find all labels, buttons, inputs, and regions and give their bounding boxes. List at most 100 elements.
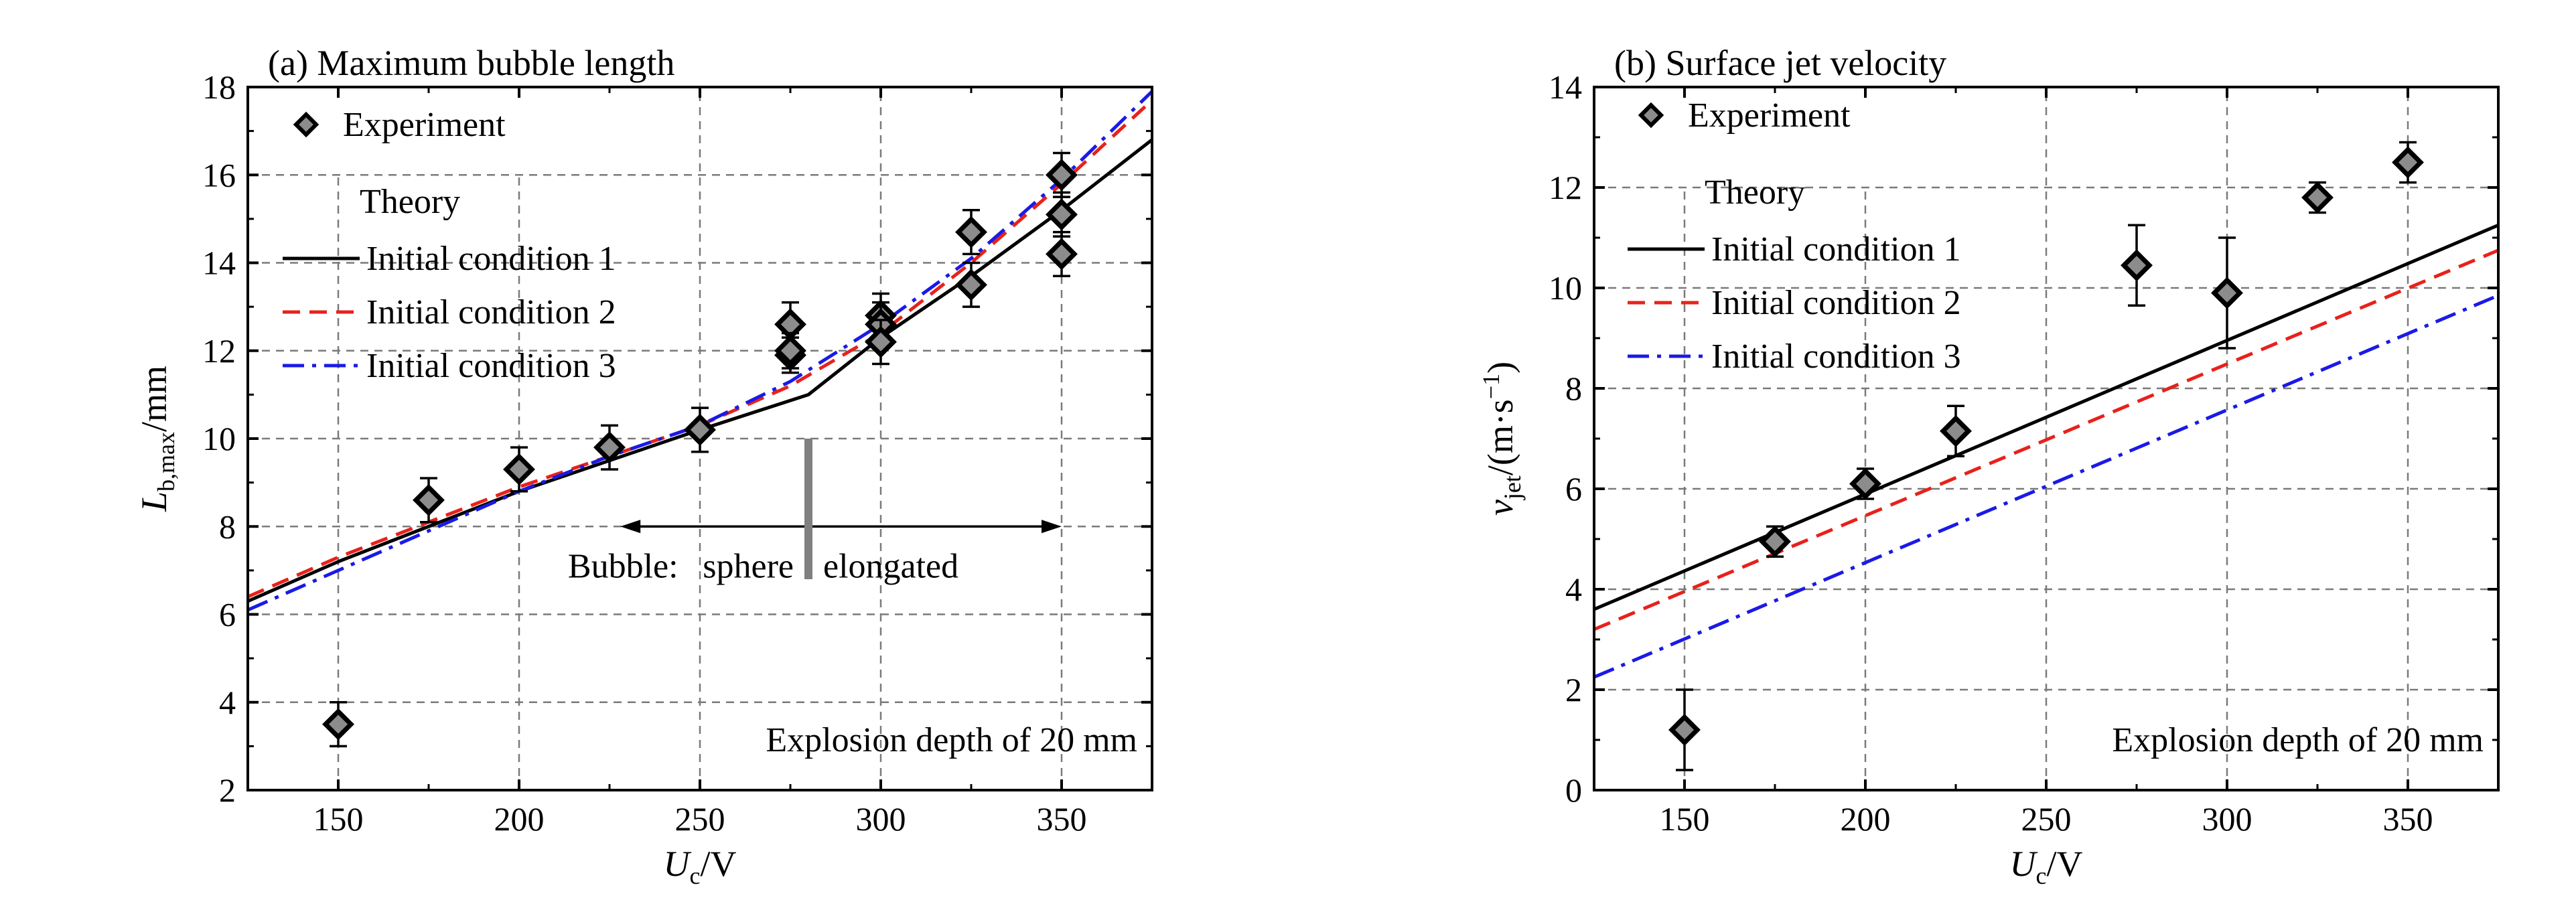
bubble-label-prefix: Bubble: xyxy=(568,547,678,585)
legend-entry-condition-1: Initial condition 1 xyxy=(366,240,616,278)
data-point xyxy=(684,406,716,453)
data-point xyxy=(955,261,987,308)
legend-entry-condition-2: Initial condition 2 xyxy=(366,293,616,331)
y-tick-label: 12 xyxy=(1549,169,1582,206)
data-point xyxy=(1849,467,1881,500)
y-tick-label: 6 xyxy=(1565,470,1582,508)
diamond-marker xyxy=(1668,714,1701,746)
legend: Experiment Theory Initial condition 1 Initi… xyxy=(1628,96,1961,376)
chart-a-maximum-bubble-length: 150 200 250 300 350 2 4 6 8 10 12 14 16 18 (a) Maximum… xyxy=(134,43,1153,889)
x-tick-label: 150 xyxy=(313,800,364,838)
y-axis-label-main: v xyxy=(1480,500,1520,516)
y-axis-label-sup: −1 xyxy=(1478,374,1504,399)
bubble-label-elongated: elongated xyxy=(823,547,958,585)
y-tick-label: 14 xyxy=(1549,68,1582,106)
diamond-marker xyxy=(413,483,445,516)
x-axis-label-unit: /V xyxy=(700,844,736,884)
y-tick-label: 2 xyxy=(1565,671,1582,708)
x-tick-label: 350 xyxy=(2383,800,2433,838)
legend-experiment-label: Experiment xyxy=(1688,96,1851,135)
diamond-marker xyxy=(774,334,806,367)
y-tick-label: 16 xyxy=(202,156,236,194)
data-point xyxy=(2211,236,2243,350)
diamond-marker xyxy=(593,431,626,464)
x-axis-label: Uc/V xyxy=(2010,844,2083,889)
x-tick-label: 200 xyxy=(494,800,545,838)
chart-b-surface-jet-velocity: 150 200 250 300 350 0 2 4 6 8 10 12 14 (b) Surface je… xyxy=(1478,43,2500,889)
data-point xyxy=(2121,224,2153,307)
legend: Experiment Theory Initial condition 1 Initi… xyxy=(283,106,616,385)
data-point xyxy=(1940,404,1972,457)
bubble-shape-annotation: Bubble: sphere elongated xyxy=(568,439,1062,585)
x-tick-label: 300 xyxy=(856,800,906,838)
y-tick-label: 6 xyxy=(219,596,236,633)
diamond-marker xyxy=(2301,181,2334,214)
experiment-points xyxy=(1668,141,2424,771)
y-tick-label: 18 xyxy=(202,68,236,106)
y-tick-label: 14 xyxy=(202,244,236,282)
legend-entry-condition-1: Initial condition 1 xyxy=(1711,230,1961,269)
y-tick-label: 12 xyxy=(202,332,236,370)
diamond-marker xyxy=(1759,525,1791,558)
diamond-marker xyxy=(322,708,354,741)
data-point xyxy=(1046,191,1078,238)
series-line-condition-2 xyxy=(1594,248,2498,631)
y-axis-label-main: L xyxy=(134,491,174,512)
y-axis-label-sub: b,max xyxy=(153,432,180,491)
data-point xyxy=(413,477,445,524)
diamond-marker xyxy=(503,453,535,485)
legend-experiment-label: Experiment xyxy=(343,106,506,144)
y-tick-label: 0 xyxy=(1565,771,1582,809)
y-tick-label: 8 xyxy=(1565,370,1582,407)
series-line-condition-1 xyxy=(1594,223,2498,611)
data-point xyxy=(955,209,987,256)
diamond-marker xyxy=(1046,159,1078,192)
legend-theory-header: Theory xyxy=(1705,173,1805,212)
data-point xyxy=(2392,141,2424,184)
diamond-marker xyxy=(2211,277,2243,309)
x-axis-label-sub: c xyxy=(2036,862,2047,889)
annotation-explosion-depth: Explosion depth of 20 mm xyxy=(2112,721,2484,759)
y-axis-label: vjet/(m·s−1) xyxy=(1478,362,1526,516)
x-tick-label: 150 xyxy=(1660,800,1710,838)
y-axis-label-close: ) xyxy=(1480,362,1520,374)
y-tick-label: 4 xyxy=(1565,570,1582,608)
legend-entry-condition-3: Initial condition 3 xyxy=(1711,337,1961,376)
data-point xyxy=(1046,230,1078,277)
x-tick-label: 250 xyxy=(2021,800,2072,838)
diamond-marker xyxy=(2392,146,2424,179)
axis-ticks: 150 200 250 300 350 2 4 6 8 10 12 14 16 18 xyxy=(202,68,1153,838)
experiment-points xyxy=(322,151,1078,748)
diamond-marker xyxy=(2121,249,2153,282)
y-tick-label: 8 xyxy=(219,508,236,545)
data-point xyxy=(1759,525,1791,558)
diamond-marker xyxy=(955,269,987,301)
y-tick-label: 4 xyxy=(219,684,236,721)
arrow-left-head xyxy=(620,520,641,534)
data-point xyxy=(774,331,806,370)
diamond-marker xyxy=(1046,238,1078,271)
y-axis-label: Lb,max/mm xyxy=(134,366,180,512)
x-axis-label-sub: c xyxy=(690,862,701,889)
x-tick-label: 200 xyxy=(1841,800,1891,838)
legend-diamond-marker xyxy=(1638,102,1664,129)
x-tick-label: 250 xyxy=(675,800,725,838)
bubble-label-sphere: sphere xyxy=(703,547,794,585)
legend-diamond-marker xyxy=(293,111,319,138)
diamond-marker xyxy=(684,413,716,446)
x-tick-label: 350 xyxy=(1037,800,1087,838)
arrow-right-head xyxy=(1042,520,1062,534)
chart-title: (b) Surface jet velocity xyxy=(1614,43,1946,83)
legend-entry-condition-2: Initial condition 2 xyxy=(1711,284,1961,322)
transition-divider-bar xyxy=(804,439,812,579)
y-axis-label-sub: jet xyxy=(1499,475,1526,501)
x-axis-label-main: U xyxy=(2010,844,2038,884)
x-axis-label-unit: /V xyxy=(2046,844,2082,884)
data-point xyxy=(322,701,354,748)
diamond-marker xyxy=(1046,198,1078,231)
x-axis-label: Uc/V xyxy=(664,844,737,889)
y-axis-label-unit: /mm xyxy=(134,366,174,432)
diamond-marker xyxy=(1940,414,1972,447)
y-tick-label: 10 xyxy=(1549,269,1582,307)
y-axis-label-unit: /(m·s xyxy=(1480,399,1520,475)
